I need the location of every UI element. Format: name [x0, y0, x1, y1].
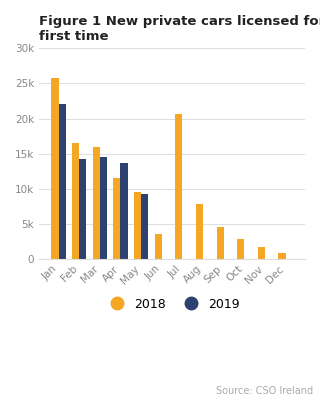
- Bar: [175, 114, 182, 259]
- Bar: [134, 192, 141, 259]
- Text: Source: CSO Ireland: Source: CSO Ireland: [216, 386, 314, 396]
- Bar: [113, 178, 121, 259]
- Bar: [92, 146, 100, 259]
- Bar: [155, 234, 162, 259]
- Legend: 2018, 2019: 2018, 2019: [99, 293, 245, 316]
- Bar: [100, 157, 107, 259]
- Bar: [121, 163, 128, 259]
- Bar: [258, 247, 265, 259]
- Bar: [141, 194, 148, 259]
- Bar: [51, 78, 59, 259]
- Bar: [217, 227, 224, 259]
- Text: Figure 1 New private cars licensed for the
first time: Figure 1 New private cars licensed for t…: [39, 15, 320, 43]
- Bar: [72, 143, 79, 259]
- Bar: [237, 238, 244, 259]
- Bar: [278, 253, 286, 259]
- Bar: [79, 159, 86, 259]
- Bar: [59, 104, 66, 259]
- Bar: [196, 204, 203, 259]
